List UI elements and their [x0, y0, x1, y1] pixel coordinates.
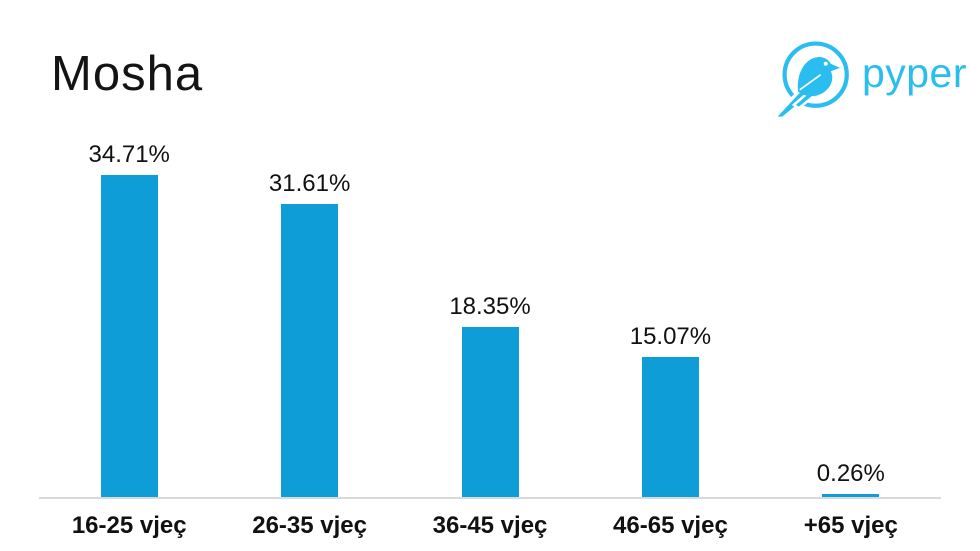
category-axis: 16-25 vjeç 26-35 vjeç 36-45 vjeç 46-65 vjeç…	[39, 512, 941, 540]
bar-column: 18.35%	[400, 140, 580, 497]
bar-value-label: 34.71%	[88, 141, 170, 168]
bar	[822, 494, 880, 497]
bar	[281, 204, 339, 497]
pyper-bird-icon	[771, 41, 849, 120]
bar-value-label: 18.35%	[449, 293, 531, 320]
category-label: 46-65 vjeç	[613, 512, 728, 539]
bar-value-label: 31.61%	[268, 170, 351, 197]
bar-column: 34.71%	[39, 140, 219, 497]
bar-value-label: 15.07%	[629, 323, 712, 350]
bar-value-label: 0.26%	[816, 460, 885, 487]
category-label: 26-35 vjeç	[252, 512, 367, 539]
category-label: 16-25 vjeç	[71, 512, 187, 539]
bar	[461, 327, 519, 497]
brand-logo: pyper	[771, 36, 967, 120]
bar-column: 0.26%	[761, 140, 941, 497]
bar-column: 15.07%	[580, 140, 760, 497]
category-label: +65 vjeç	[803, 512, 898, 539]
bar-chart: 34.71% 31.61% 18.35% 15.07% 0.26% 16-25 …	[39, 140, 941, 540]
bar	[641, 357, 699, 497]
brand-name: pyper	[861, 49, 967, 96]
category-label: 36-45 vjeç	[432, 512, 548, 539]
page-title: Mosha	[51, 47, 204, 101]
bar-column: 31.61%	[219, 140, 399, 497]
bar	[100, 175, 158, 497]
plot-area: 34.71% 31.61% 18.35% 15.07% 0.26%	[39, 140, 941, 499]
